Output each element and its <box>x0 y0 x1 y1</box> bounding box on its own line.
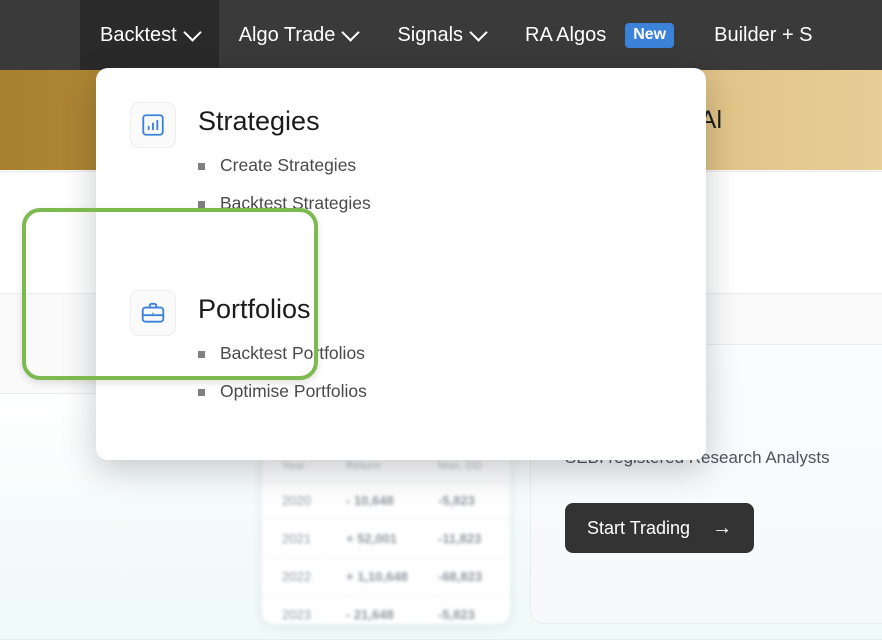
square-bullet-icon <box>198 200 205 208</box>
new-badge: New <box>625 22 675 48</box>
top-navbar: Backtest Algo Trade Signals RA Algos New… <box>0 0 882 70</box>
menu-group-portfolios-title[interactable]: Portfolios <box>198 294 311 324</box>
chevron-down-icon <box>183 22 202 42</box>
menu-item-optimise-portfolios-label: Optimise Portfolios <box>220 381 367 401</box>
backtest-dropdown-panel: Strategies Create Strategies Backtest St… <box>96 68 706 460</box>
menu-group-strategies-title[interactable]: Strategies <box>198 106 320 136</box>
square-bullet-icon <box>198 350 205 358</box>
table-row: 2023 - 21,648 -5,823 <box>262 595 510 624</box>
square-bullet-icon <box>198 388 205 396</box>
start-trading-button[interactable]: Start Trading → <box>565 503 755 553</box>
menu-item-backtest-portfolios-label: Backtest Portfolios <box>220 343 365 363</box>
cell-return: - 10,648 <box>346 481 438 520</box>
menu-item-optimise-portfolios[interactable]: Optimise Portfolios <box>198 380 367 402</box>
nav-item-backtest[interactable]: Backtest <box>80 0 219 70</box>
nav-item-builder[interactable]: Builder + S <box>694 0 832 70</box>
cell-maxdd: -11,823 <box>438 519 510 558</box>
menu-group-portfolios: Portfolios Backtest Portfolios Optimise … <box>130 290 367 418</box>
cell-maxdd: -5,823 <box>438 595 510 624</box>
cell-return: - 21,648 <box>346 595 438 624</box>
menu-group-strategies-body: Strategies Create Strategies Backtest St… <box>198 102 371 230</box>
chevron-down-icon <box>341 22 361 42</box>
menu-group-portfolios-body: Portfolios Backtest Portfolios Optimise … <box>198 290 367 418</box>
menu-group-strategies-list: Create Strategies Backtest Strategies <box>198 154 371 214</box>
menu-item-create-strategies[interactable]: Create Strategies <box>198 154 371 176</box>
table-row: 2021 + 52,001 -11,823 <box>262 519 510 558</box>
cell-return: + 1,10,648 <box>346 557 438 596</box>
table-row: 2020 - 10,648 -5,823 <box>262 481 510 520</box>
bar-chart-icon <box>130 102 176 148</box>
nav-item-algo-trade[interactable]: Algo Trade <box>219 0 378 70</box>
briefcase-icon <box>130 290 176 336</box>
nav-item-algo-trade-label: Algo Trade <box>238 23 336 46</box>
menu-group-portfolios-list: Backtest Portfolios Optimise Portfolios <box>198 342 367 402</box>
cell-return: + 52,001 <box>346 519 438 558</box>
cell-year: 2020 <box>262 481 346 520</box>
arrow-right-icon: → <box>712 517 733 539</box>
nav-item-ra-algos-label: RA Algos <box>525 23 607 46</box>
cell-maxdd: -68,823 <box>438 557 510 596</box>
cell-year: 2021 <box>262 519 346 558</box>
menu-item-backtest-strategies-label: Backtest Strategies <box>220 193 371 213</box>
nav-item-builder-label: Builder + S <box>714 23 813 46</box>
performance-table: Year Return Max. DD 2020 - 10,648 -5,823… <box>262 452 510 624</box>
start-trading-label: Start Trading <box>587 517 691 538</box>
nav-item-ra-algos[interactable]: RA Algos New <box>505 0 694 70</box>
cell-maxdd: -5,823 <box>438 481 510 520</box>
chevron-down-icon <box>469 22 488 42</box>
nav-item-backtest-label: Backtest <box>100 23 177 46</box>
nav-item-signals-label: Signals <box>397 23 464 46</box>
menu-item-backtest-portfolios[interactable]: Backtest Portfolios <box>198 342 367 364</box>
square-bullet-icon <box>198 162 205 170</box>
nav-item-signals[interactable]: Signals <box>377 0 505 70</box>
menu-group-strategies: Strategies Create Strategies Backtest St… <box>130 102 371 230</box>
cell-year: 2023 <box>262 595 346 624</box>
cell-year: 2022 <box>262 557 346 596</box>
performance-table-card: Year Return Max. DD 2020 - 10,648 -5,823… <box>262 452 510 624</box>
table-row: 2022 + 1,10,648 -68,823 <box>262 557 510 596</box>
menu-item-backtest-strategies[interactable]: Backtest Strategies <box>198 192 371 214</box>
menu-item-create-strategies-label: Create Strategies <box>220 155 357 175</box>
